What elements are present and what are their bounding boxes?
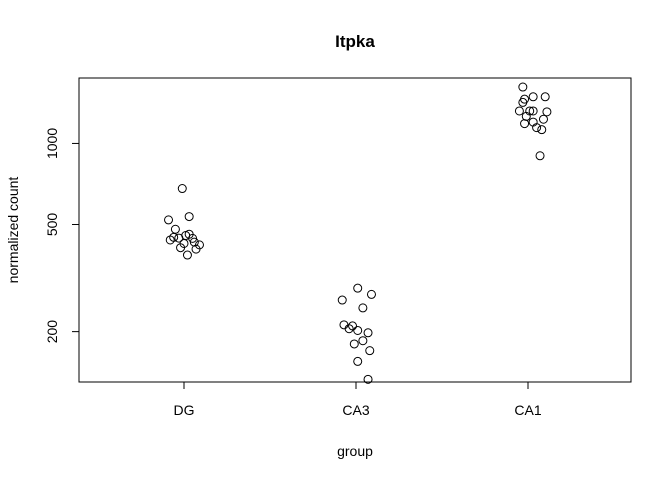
data-point <box>174 233 184 243</box>
data-point <box>176 243 186 253</box>
y-axis-label: normalized count <box>5 177 21 284</box>
y-tick-label: 200 <box>44 320 60 344</box>
data-point <box>189 237 199 247</box>
data-point <box>353 283 363 293</box>
data-point <box>182 250 192 260</box>
data-point <box>170 224 180 234</box>
data-point <box>349 339 359 349</box>
data-point <box>528 92 538 102</box>
x-tick-label: CA1 <box>514 402 541 418</box>
x-axis: DG CA3 CA1 <box>174 381 542 418</box>
x-tick-label: CA3 <box>342 402 369 418</box>
data-point <box>528 106 538 116</box>
y-tick-label: 1000 <box>44 128 60 159</box>
x-axis-label: group <box>337 443 373 459</box>
data-point <box>365 346 375 356</box>
data-point <box>164 215 174 225</box>
data-point <box>191 244 201 254</box>
data-point <box>542 107 552 117</box>
data-point <box>363 374 373 384</box>
y-tick-label: 500 <box>44 213 60 237</box>
data-point <box>353 325 363 335</box>
data-point <box>337 295 347 305</box>
data-point <box>537 125 547 135</box>
data-points <box>164 82 552 384</box>
data-point <box>518 97 528 107</box>
data-point <box>520 119 530 129</box>
data-point <box>532 123 542 133</box>
data-point <box>518 82 528 92</box>
data-point <box>184 212 194 222</box>
chart-title: Itpka <box>335 32 375 51</box>
data-point <box>358 303 368 313</box>
data-point <box>514 106 524 116</box>
data-point <box>540 92 550 102</box>
data-point <box>358 336 368 346</box>
data-point <box>363 328 373 338</box>
data-point <box>366 289 376 299</box>
data-point <box>521 111 531 121</box>
data-point <box>344 324 354 334</box>
x-tick-label: DG <box>174 402 195 418</box>
plot-frame <box>78 77 632 383</box>
data-point <box>339 320 349 330</box>
data-point <box>535 151 545 161</box>
data-point <box>353 356 363 366</box>
y-axis: 200 500 1000 <box>44 128 80 344</box>
data-point <box>165 235 175 245</box>
data-point <box>538 114 548 124</box>
data-point <box>177 184 187 194</box>
